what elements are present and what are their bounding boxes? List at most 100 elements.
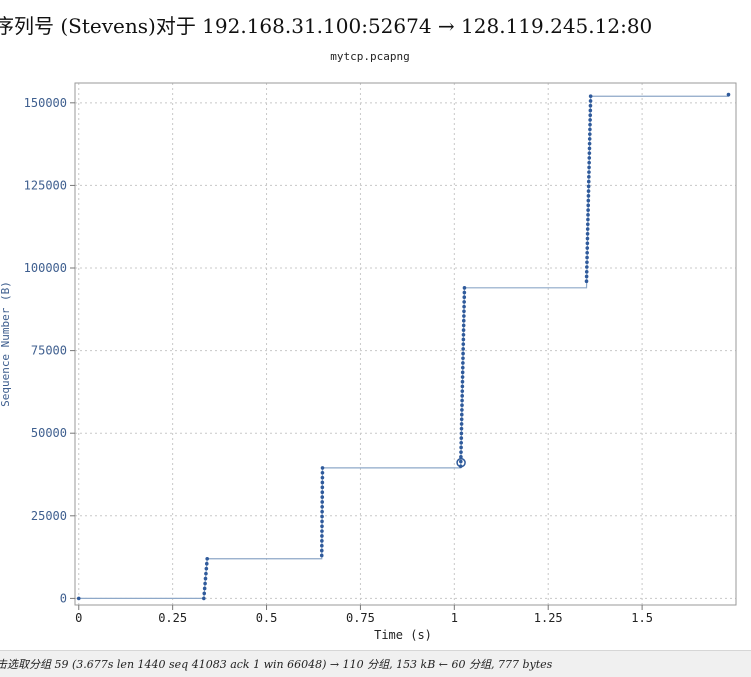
- packet-point[interactable]: [587, 137, 592, 141]
- packet-point[interactable]: [588, 118, 592, 122]
- packet-point[interactable]: [586, 208, 590, 212]
- packet-point[interactable]: [585, 227, 590, 231]
- packet-point[interactable]: [461, 351, 465, 356]
- packet-point[interactable]: [320, 500, 325, 504]
- packet-point[interactable]: [588, 113, 593, 117]
- packet-point[interactable]: [461, 323, 466, 328]
- packet-point[interactable]: [76, 596, 81, 601]
- packet-point[interactable]: [585, 222, 590, 227]
- packet-point[interactable]: [461, 342, 466, 346]
- packet-point[interactable]: [587, 165, 591, 170]
- packet-point[interactable]: [320, 490, 325, 495]
- packet-point[interactable]: [319, 553, 324, 558]
- packet-point[interactable]: [460, 408, 464, 412]
- packet-point[interactable]: [461, 337, 466, 342]
- packet-point[interactable]: [584, 274, 589, 279]
- packet-point[interactable]: [461, 318, 466, 323]
- packet-point[interactable]: [587, 141, 592, 146]
- packet-point[interactable]: [459, 431, 464, 436]
- packet-point[interactable]: [202, 586, 207, 591]
- packet-point[interactable]: [202, 596, 206, 601]
- packet-point[interactable]: [587, 156, 592, 160]
- packet-point[interactable]: [459, 426, 464, 431]
- packet-point[interactable]: [462, 300, 466, 304]
- data-points[interactable]: [76, 92, 731, 601]
- packet-point[interactable]: [585, 255, 589, 260]
- packet-point[interactable]: [586, 213, 590, 217]
- packet-point[interactable]: [203, 581, 207, 586]
- packet-point[interactable]: [204, 571, 208, 576]
- packet-point[interactable]: [588, 99, 593, 103]
- packet-point[interactable]: [588, 94, 593, 99]
- packet-point[interactable]: [459, 422, 464, 426]
- packet-point[interactable]: [320, 485, 325, 490]
- packet-point[interactable]: [585, 250, 589, 255]
- packet-point[interactable]: [586, 189, 591, 193]
- packet-point[interactable]: [462, 314, 466, 318]
- packet-point[interactable]: [460, 394, 464, 398]
- packet-point[interactable]: [460, 389, 465, 393]
- packet-point[interactable]: [460, 370, 465, 375]
- packet-point[interactable]: [459, 412, 464, 417]
- packet-point[interactable]: [461, 361, 465, 365]
- packet-point[interactable]: [587, 175, 591, 179]
- packet-point[interactable]: [460, 375, 465, 379]
- packet-point[interactable]: [587, 160, 591, 165]
- packet-point[interactable]: [585, 231, 590, 236]
- packet-point[interactable]: [460, 379, 465, 384]
- packet-point[interactable]: [588, 127, 592, 132]
- packet-point[interactable]: [584, 279, 589, 284]
- packet-point[interactable]: [205, 556, 209, 561]
- packet-point[interactable]: [460, 365, 465, 370]
- packet-point[interactable]: [320, 529, 324, 533]
- packet-point[interactable]: [588, 103, 593, 108]
- packet-point[interactable]: [204, 561, 209, 566]
- packet-point[interactable]: [460, 403, 464, 408]
- packet-point[interactable]: [319, 548, 324, 553]
- packet-point[interactable]: [320, 480, 325, 485]
- packet-point[interactable]: [584, 269, 589, 274]
- packet-point[interactable]: [586, 179, 591, 184]
- packet-point[interactable]: [587, 151, 592, 155]
- sequence-chart[interactable]: 序列号 (Stevens)对于 192.168.31.100:52674 → 1…: [0, 0, 751, 650]
- packet-point[interactable]: [461, 332, 466, 337]
- selected-packet-marker[interactable]: [456, 457, 466, 468]
- packet-point[interactable]: [320, 524, 324, 529]
- packet-point[interactable]: [587, 170, 591, 174]
- packet-point[interactable]: [461, 356, 465, 361]
- packet-point[interactable]: [320, 539, 324, 543]
- packet-point[interactable]: [459, 445, 463, 450]
- packet-point[interactable]: [459, 455, 463, 459]
- packet-point[interactable]: [203, 576, 208, 581]
- packet-point[interactable]: [462, 295, 467, 300]
- packet-point[interactable]: [320, 543, 324, 548]
- packet-point[interactable]: [462, 286, 467, 290]
- packet-point[interactable]: [202, 591, 207, 596]
- packet-point[interactable]: [320, 470, 325, 475]
- packet-point[interactable]: [459, 450, 463, 454]
- packet-point[interactable]: [585, 241, 590, 246]
- packet-point[interactable]: [320, 505, 324, 509]
- packet-point[interactable]: [320, 519, 324, 524]
- packet-point[interactable]: [586, 217, 590, 222]
- packet-point[interactable]: [460, 398, 464, 403]
- packet-point[interactable]: [204, 566, 209, 571]
- packet-point[interactable]: [585, 246, 590, 250]
- packet-point[interactable]: [585, 265, 589, 269]
- packet-point[interactable]: [461, 347, 465, 351]
- packet-point[interactable]: [462, 309, 466, 314]
- packet-point[interactable]: [585, 236, 590, 241]
- packet-point[interactable]: [460, 384, 465, 389]
- packet-point[interactable]: [459, 459, 463, 464]
- packet-point[interactable]: [459, 440, 464, 445]
- packet-point[interactable]: [461, 328, 466, 332]
- packet-point[interactable]: [587, 146, 592, 151]
- packet-point[interactable]: [320, 495, 325, 499]
- packet-point[interactable]: [462, 304, 466, 309]
- packet-point[interactable]: [459, 436, 464, 440]
- packet-point[interactable]: [320, 466, 325, 470]
- packet-point[interactable]: [586, 184, 591, 189]
- packet-point[interactable]: [585, 260, 589, 265]
- packet-point[interactable]: [320, 514, 324, 519]
- packet-point[interactable]: [320, 475, 325, 480]
